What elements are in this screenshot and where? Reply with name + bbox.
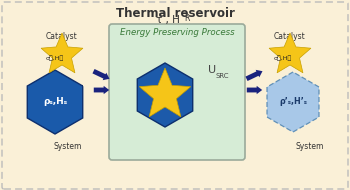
Text: R: R — [184, 14, 189, 23]
Text: Catalyst: Catalyst — [274, 32, 306, 41]
Text: σⲟ,Hⲟ: σⲟ,Hⲟ — [274, 55, 292, 61]
Text: ρ’ₛ,H’ₛ: ρ’ₛ,H’ₛ — [279, 97, 307, 107]
Text: σⲟ,Hⲟ: σⲟ,Hⲟ — [46, 55, 64, 61]
Text: Thermal reservoir: Thermal reservoir — [116, 7, 234, 20]
Polygon shape — [139, 68, 191, 117]
Polygon shape — [27, 70, 83, 134]
Polygon shape — [267, 72, 319, 132]
FancyBboxPatch shape — [109, 24, 245, 160]
Text: SRC: SRC — [216, 73, 230, 79]
Polygon shape — [269, 33, 311, 73]
Polygon shape — [137, 63, 193, 127]
Text: Energy Preserving Process: Energy Preserving Process — [120, 28, 234, 37]
Text: Catalyst: Catalyst — [46, 32, 78, 41]
Text: ρₛ,Hₛ: ρₛ,Hₛ — [43, 97, 67, 107]
FancyBboxPatch shape — [2, 2, 348, 189]
Text: System: System — [54, 142, 82, 151]
Polygon shape — [41, 33, 83, 73]
Text: U: U — [208, 65, 216, 75]
Text: System: System — [296, 142, 324, 151]
Text: τ , H: τ , H — [156, 15, 180, 25]
